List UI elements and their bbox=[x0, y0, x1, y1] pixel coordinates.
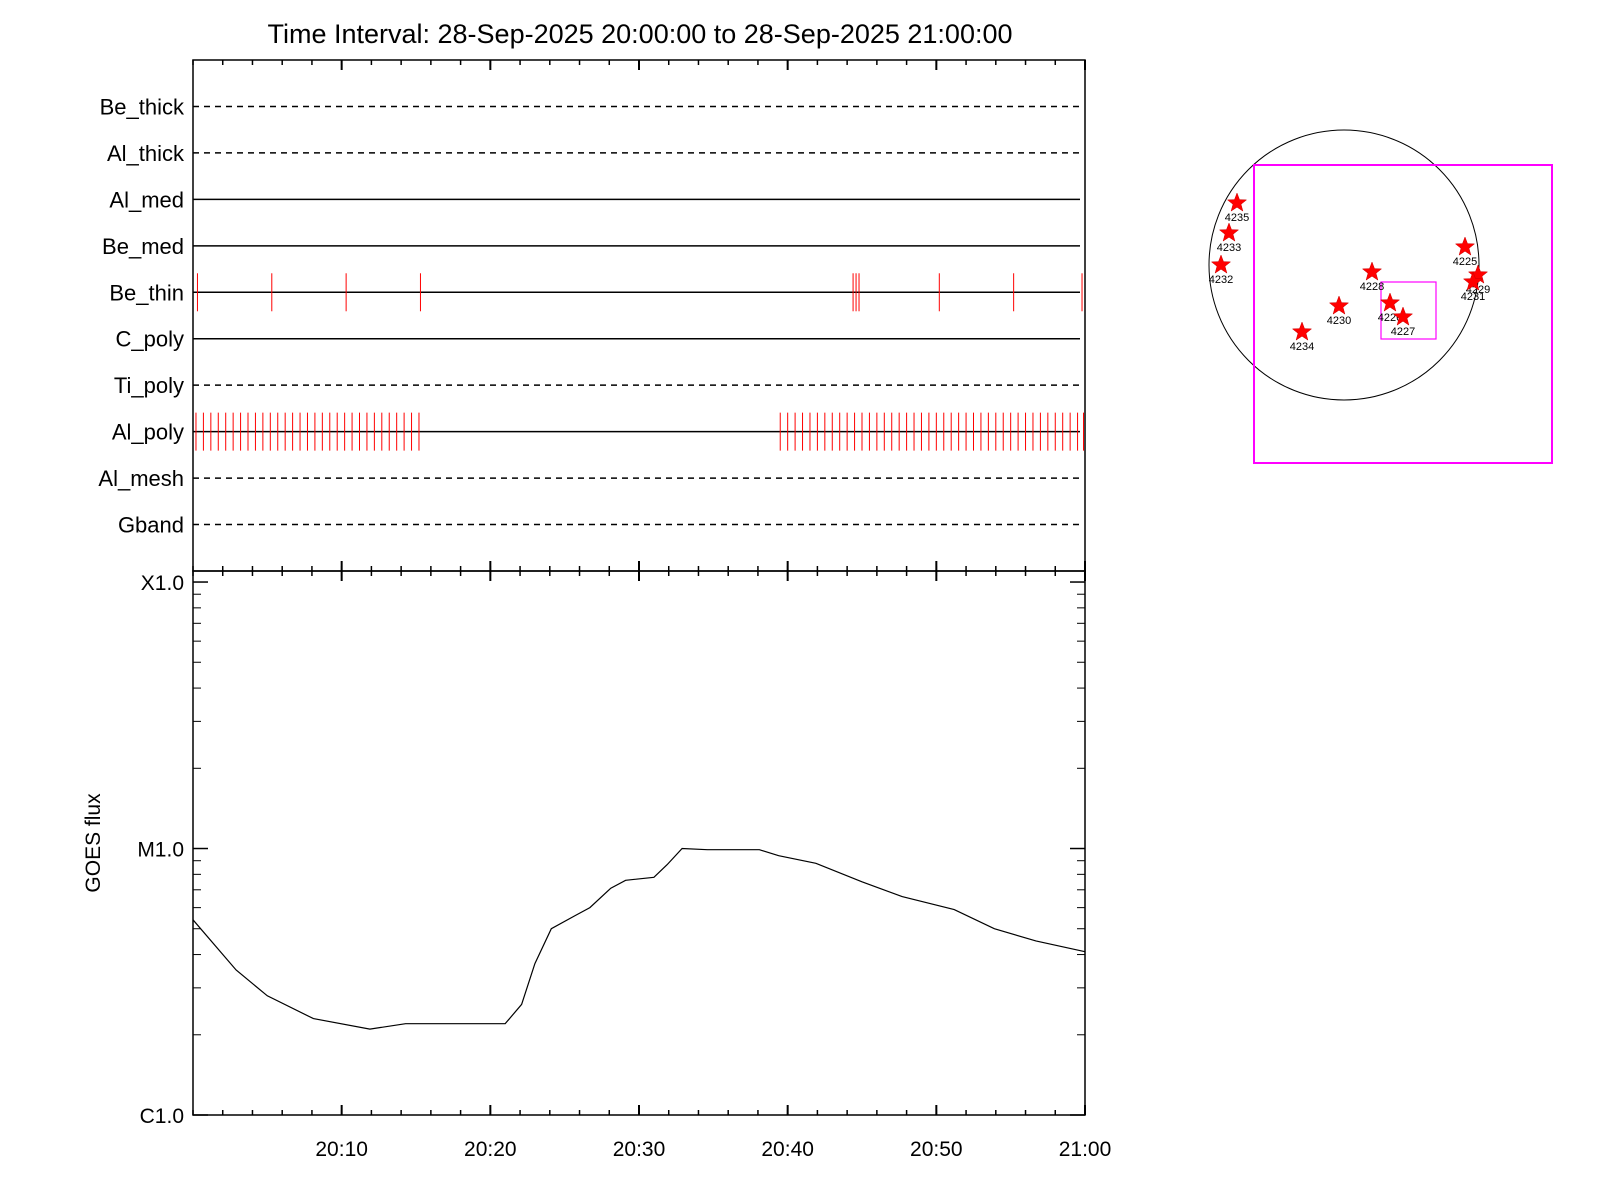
region-star bbox=[1328, 295, 1350, 315]
row-label: C_poly bbox=[116, 327, 184, 352]
row-label: Al_med bbox=[109, 187, 184, 212]
x-tick-label: 20:30 bbox=[613, 1138, 666, 1161]
region-star bbox=[1291, 321, 1313, 341]
row-label: Al_mesh bbox=[98, 466, 184, 491]
row-label: Be_thick bbox=[100, 94, 185, 119]
y-tick-label: X1.0 bbox=[141, 572, 184, 595]
region-label: 4227 bbox=[1391, 326, 1415, 338]
row-label: Al_thick bbox=[107, 141, 185, 166]
flux-line bbox=[192, 847, 1086, 1030]
flux-frame bbox=[192, 570, 1086, 1116]
region-label: 4234 bbox=[1290, 341, 1314, 353]
region-star bbox=[1454, 236, 1476, 256]
timeline-frame bbox=[192, 59, 1086, 572]
chart-title: Time Interval: 28-Sep-2025 20:00:00 to 2… bbox=[267, 19, 1012, 49]
row-label: Ti_poly bbox=[114, 373, 184, 398]
y-tick-label: C1.0 bbox=[140, 1105, 184, 1128]
region-star bbox=[1392, 306, 1414, 326]
y-axis-label: GOES flux bbox=[82, 793, 105, 893]
x-tick-label: 20:50 bbox=[910, 1138, 963, 1161]
row-label: Al_poly bbox=[112, 420, 184, 445]
sub-field-of-view bbox=[1380, 281, 1437, 340]
region-label: 4225 bbox=[1453, 256, 1477, 268]
x-tick-label: 20:20 bbox=[464, 1138, 517, 1161]
x-tick-label: 20:10 bbox=[315, 1138, 368, 1161]
region-label: 4232 bbox=[1209, 274, 1233, 286]
x-tick-label: 21:00 bbox=[1059, 1138, 1112, 1161]
region-star bbox=[1379, 292, 1401, 312]
region-star bbox=[1361, 261, 1383, 281]
solar-disk bbox=[1208, 129, 1480, 401]
row-label: Be_med bbox=[102, 234, 184, 259]
x-tick-label: 20:40 bbox=[761, 1138, 814, 1161]
region-label: 4233 bbox=[1217, 242, 1241, 254]
region-label: 4228 bbox=[1360, 281, 1384, 293]
region-label: 4231 bbox=[1461, 291, 1485, 303]
row-label: Be_thin bbox=[109, 280, 184, 305]
region-star bbox=[1210, 254, 1232, 274]
field-of-view bbox=[1253, 164, 1553, 464]
y-tick-label: M1.0 bbox=[137, 839, 184, 862]
region-star bbox=[1462, 271, 1484, 291]
region-label: 4235 bbox=[1225, 212, 1249, 224]
region-star bbox=[1218, 222, 1240, 242]
row-label: Gband bbox=[118, 513, 184, 538]
region-label: 4230 bbox=[1327, 315, 1351, 327]
region-star bbox=[1226, 192, 1248, 212]
